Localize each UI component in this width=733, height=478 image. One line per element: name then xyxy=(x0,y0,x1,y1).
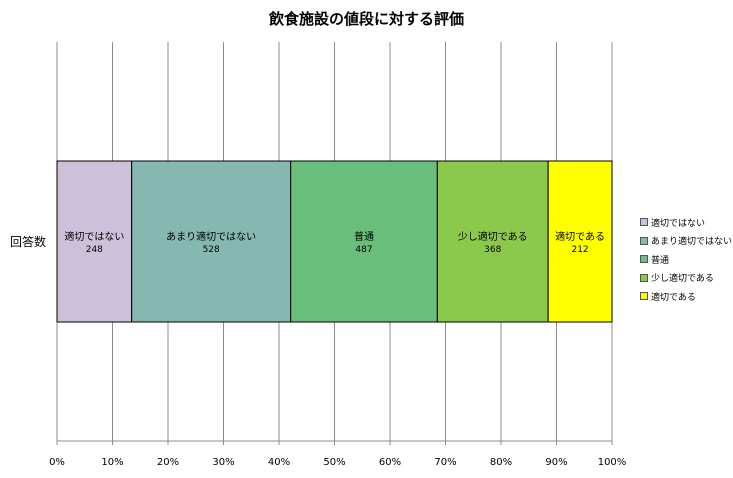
x-tick-label: 20% xyxy=(157,457,179,468)
x-tick-label: 0% xyxy=(49,457,65,468)
segment-label: 普通 xyxy=(354,230,374,243)
legend-item: 適切である xyxy=(640,287,732,306)
x-tick-label: 90% xyxy=(545,457,567,468)
legend-item: 適切ではない xyxy=(640,213,732,232)
legend-label: あまり適切ではない xyxy=(651,237,733,248)
legend-item: あまり適切ではない xyxy=(640,232,732,251)
legend-item: 普通 xyxy=(640,250,732,269)
x-tick-label: 60% xyxy=(379,457,401,468)
x-tick-label: 40% xyxy=(268,457,290,468)
legend: 適切ではないあまり適切ではない 普通少し適切である 適切である xyxy=(640,213,732,306)
x-tick-label: 100% xyxy=(598,457,627,468)
legend-swatch xyxy=(640,218,648,227)
bar-segment xyxy=(290,160,438,323)
segment-label: 少し適切である xyxy=(458,230,528,243)
legend-swatch xyxy=(640,236,648,245)
x-tick-label: 50% xyxy=(323,457,345,468)
x-tick-label: 30% xyxy=(212,457,234,468)
segment-label: 適切である xyxy=(555,230,605,243)
category-label: 回答数 xyxy=(10,234,46,249)
data-label: 487 xyxy=(355,245,372,255)
data-label: 248 xyxy=(86,245,103,255)
legend-label: 普通 xyxy=(651,255,670,266)
legend-swatch xyxy=(640,273,648,282)
bar-segment xyxy=(56,160,133,323)
bar-segment xyxy=(131,160,292,323)
x-tick-label: 80% xyxy=(490,457,512,468)
bar-segment xyxy=(547,160,613,323)
x-tick-label: 70% xyxy=(434,457,456,468)
chart-title: 飲食施設の値段に対する評価 xyxy=(268,10,464,28)
legend-label: 適切である xyxy=(651,292,696,303)
data-label: 368 xyxy=(484,245,501,255)
segment-label: 適切ではない xyxy=(64,230,124,243)
legend-label: 適切ではない xyxy=(651,218,706,229)
legend-item: 少し適切である xyxy=(640,269,732,288)
legend-swatch xyxy=(640,292,648,301)
segment-label: あまり適切ではない xyxy=(166,230,256,243)
bar-segment xyxy=(436,160,549,323)
legend-label: 少し適切である xyxy=(651,274,714,285)
data-label: 528 xyxy=(203,245,220,255)
legend-swatch xyxy=(640,255,648,264)
data-label: 212 xyxy=(571,245,588,255)
x-tick-label: 10% xyxy=(101,457,123,468)
